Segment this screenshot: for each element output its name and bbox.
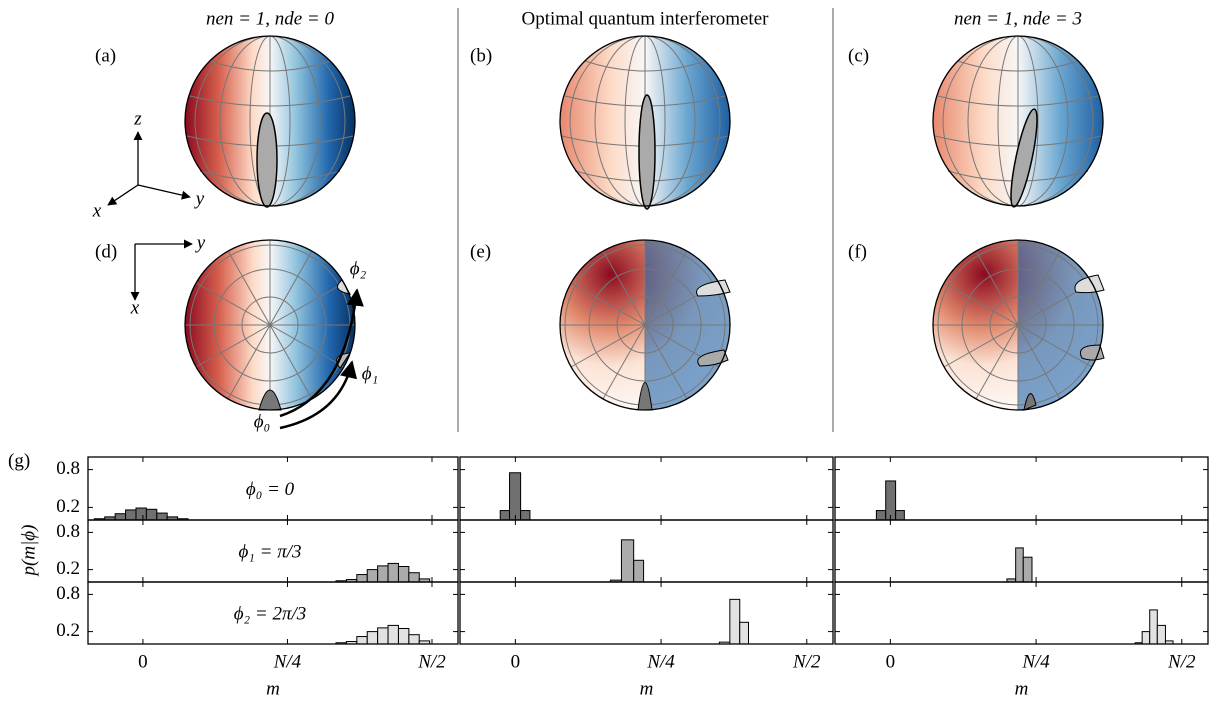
histogram-bar (366, 631, 379, 645)
histogram-bar (875, 510, 887, 521)
panel-label: (e) (470, 241, 491, 262)
column-title: nen = 1, nde = 0 (206, 8, 335, 29)
x-tick-label: N/4 (646, 651, 675, 672)
column-title: nen = 1, nde = 3 (954, 8, 1082, 29)
annotation: ϕ₀ = 0 (246, 479, 295, 500)
phase-arrow (279, 288, 364, 430)
x-tick-label: 0 (138, 651, 148, 672)
panel-label: (g) (8, 450, 30, 471)
column-title: Optimal quantum interferometer (522, 8, 770, 29)
histogram-bar (1156, 624, 1166, 645)
panel-label: (a) (95, 45, 116, 66)
histogram-bar (397, 566, 410, 583)
y-tick-label: 0.8 (56, 583, 80, 604)
histogram-bar (156, 512, 168, 521)
y-tick-label: 0.8 (56, 458, 80, 479)
panel-frame (87, 581, 459, 645)
histogram-bar (408, 634, 420, 645)
sphere (932, 35, 1104, 208)
axis-glyph: x (130, 297, 140, 318)
axis-glyph: x (92, 200, 102, 221)
histogram-bar (356, 636, 368, 645)
histogram-bar (739, 621, 749, 645)
annotation: ϕ₁ = π/3 (238, 541, 301, 562)
panel-label: (f) (848, 241, 867, 262)
x-axis-label: m (266, 678, 280, 699)
x-tick-label: N/2 (792, 651, 821, 672)
y-tick-label: 0.8 (56, 521, 80, 542)
histogram-bar (1022, 556, 1033, 583)
histogram-bar (125, 509, 137, 521)
histogram-bar (520, 510, 531, 521)
histogram-bar (885, 480, 897, 521)
x-tick-label: N/2 (417, 651, 446, 672)
histogram-bar (1015, 547, 1024, 583)
histogram-bar (633, 559, 645, 583)
histogram-bar (145, 508, 158, 521)
panel-frame (459, 581, 834, 645)
histogram-bar (377, 627, 389, 645)
panel-label: (d) (95, 241, 117, 262)
y-tick-label: 0.2 (56, 558, 80, 579)
x-tick-label: 0 (511, 651, 521, 672)
axes-3d (107, 131, 193, 301)
phase-label: ϕ₂ (350, 258, 367, 279)
panel-label: (c) (848, 45, 869, 66)
annotation: ϕ₂ = 2π/3 (234, 603, 307, 624)
histogram-bar (114, 513, 127, 521)
histogram-bar (620, 539, 635, 583)
histogram-bar (499, 510, 511, 521)
histogram-bar (1149, 609, 1158, 645)
histogram-bar (356, 574, 368, 583)
sphere (184, 35, 356, 208)
histogram-bar (135, 507, 147, 521)
histogram-bar (387, 624, 399, 645)
panel-label: (b) (470, 45, 492, 66)
x-tick-label: N/2 (1167, 651, 1196, 672)
sphere (932, 239, 1105, 411)
panel-frame (459, 519, 834, 583)
axis-glyph: y (194, 188, 205, 209)
histogram-bar (1141, 631, 1151, 645)
x-tick-label: N/4 (1021, 651, 1050, 672)
sphere (559, 35, 731, 210)
phase-label: ϕ₁ (362, 363, 378, 384)
x-tick-label: 0 (886, 651, 896, 672)
y-tick-label: 0.2 (56, 620, 80, 641)
y-tick-label: 0.2 (56, 496, 80, 517)
x-axis-label: m (640, 678, 654, 699)
histogram-bar (509, 472, 522, 521)
histogram-bar (408, 572, 420, 583)
histogram-bar (366, 569, 379, 583)
x-tick-label: N/4 (273, 651, 302, 672)
x-axis-label: m (1015, 678, 1029, 699)
panel-frame (834, 581, 1209, 645)
histogram-bar (397, 628, 410, 645)
histogram-bar (895, 510, 905, 521)
phase-label: ϕ₀ (254, 411, 270, 432)
axis-glyph: y (195, 232, 206, 253)
y-axis-label: p(m|ϕ) (18, 525, 39, 578)
sphere (184, 239, 356, 411)
sphere (559, 239, 731, 411)
histogram-bar (377, 565, 389, 583)
histogram-bar (387, 562, 399, 583)
histogram-grid: 0.2 0.8 ϕ₀ = 0 0.2 0.8 ϕ₁ = π/3 0.2 0.8 0 N/4 N/2 m… (56, 456, 1209, 699)
histogram-bar (729, 598, 741, 645)
axis-glyph: z (133, 108, 142, 129)
